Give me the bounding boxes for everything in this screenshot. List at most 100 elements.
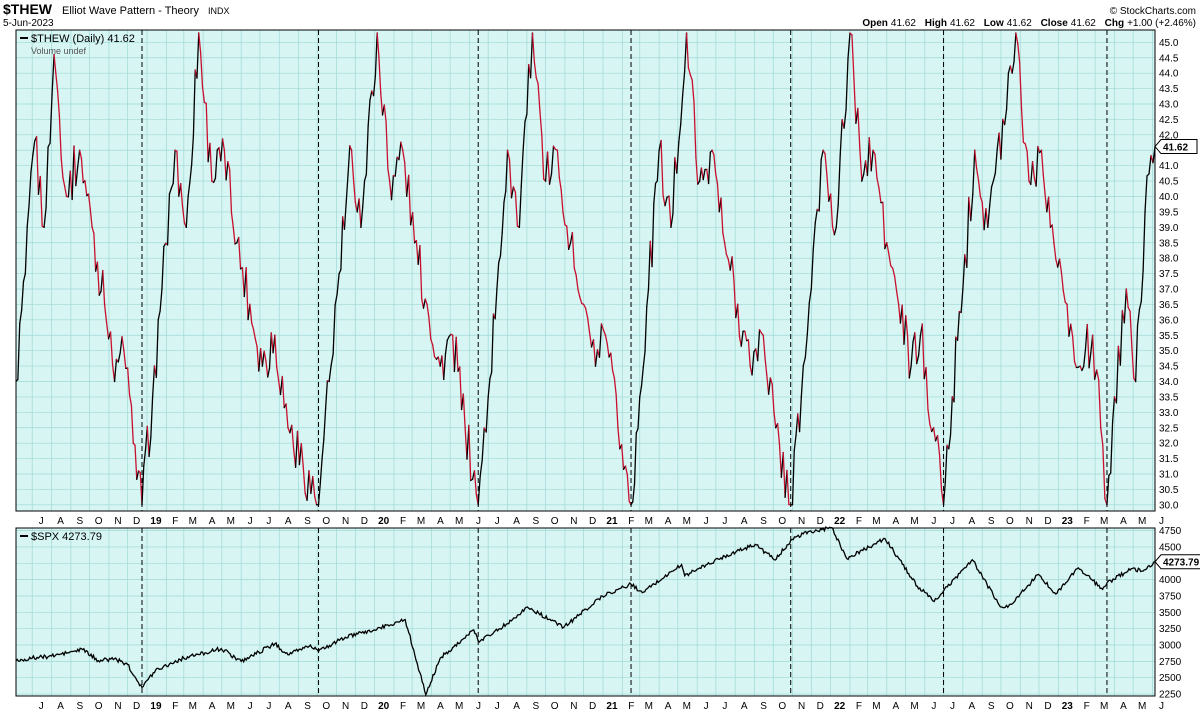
spx-line bbox=[15, 526, 1156, 697]
x-month-label: F bbox=[400, 516, 406, 527]
y-tick-label: 32.0 bbox=[1159, 439, 1179, 450]
price-segment bbox=[802, 356, 806, 367]
price-segment bbox=[870, 149, 874, 172]
price-segment bbox=[637, 396, 641, 430]
price-segment bbox=[1005, 72, 1010, 111]
x-month-label: M bbox=[1100, 516, 1108, 527]
y-tick-label: 37.0 bbox=[1159, 285, 1179, 296]
x-month-label: F bbox=[856, 516, 862, 527]
price-segment bbox=[956, 310, 960, 341]
price-segment bbox=[281, 375, 285, 409]
price-segment bbox=[296, 430, 301, 466]
price-segment bbox=[330, 353, 334, 367]
price-segment bbox=[192, 69, 196, 137]
price-segment bbox=[972, 149, 976, 196]
y-tick-label: 2750 bbox=[1159, 657, 1182, 668]
price-segment bbox=[64, 185, 68, 198]
x-month-label: A bbox=[285, 516, 292, 527]
price-segment bbox=[707, 151, 711, 185]
x-month-label: M bbox=[910, 516, 918, 527]
x-month-label: S bbox=[988, 516, 995, 527]
price-segment bbox=[166, 193, 171, 246]
price-segment bbox=[252, 328, 256, 340]
price-segment bbox=[148, 436, 152, 458]
x-month-label: A bbox=[969, 516, 976, 527]
exchange-label: INDX bbox=[208, 6, 230, 16]
price-segment bbox=[983, 208, 987, 231]
price-segment bbox=[562, 212, 566, 226]
price-segment bbox=[592, 339, 597, 367]
price-segment bbox=[291, 424, 295, 451]
x-month-label: D bbox=[589, 701, 596, 712]
price-segment bbox=[1083, 348, 1087, 368]
price-segment bbox=[49, 93, 53, 144]
price-segment bbox=[227, 160, 231, 171]
price-segment bbox=[340, 216, 344, 271]
price-segment bbox=[468, 424, 472, 482]
price-segment bbox=[702, 168, 706, 181]
x-month-label: J bbox=[495, 701, 500, 712]
price-segment bbox=[443, 352, 447, 381]
price-segment bbox=[87, 193, 91, 211]
price-segment bbox=[159, 288, 163, 312]
x-month-label: J bbox=[266, 516, 271, 527]
price-segment bbox=[820, 149, 824, 161]
price-segment bbox=[229, 169, 233, 214]
x-month-label: O bbox=[551, 516, 559, 527]
price-segment bbox=[901, 304, 905, 345]
price-segment bbox=[687, 67, 691, 76]
price-segment bbox=[905, 315, 909, 337]
price-segment bbox=[358, 198, 362, 228]
high-label: High bbox=[925, 18, 947, 29]
price-segment bbox=[925, 367, 929, 410]
x-year-label: 22 bbox=[834, 516, 846, 527]
x-month-label: A bbox=[741, 701, 748, 712]
price-segment bbox=[473, 470, 477, 496]
price-segment bbox=[430, 338, 434, 346]
price-segment bbox=[161, 245, 165, 290]
price-segment bbox=[267, 367, 271, 378]
price-segment bbox=[24, 225, 28, 275]
x-month-label: J bbox=[266, 701, 271, 712]
price-segment bbox=[394, 156, 398, 177]
x-month-label: N bbox=[342, 516, 349, 527]
price-segment bbox=[769, 377, 773, 385]
price-segment bbox=[910, 341, 914, 367]
x-month-label: F bbox=[628, 701, 634, 712]
price-segment bbox=[93, 232, 97, 272]
price-segment bbox=[514, 191, 519, 227]
x-month-label: O bbox=[1006, 516, 1014, 527]
price-segment bbox=[53, 54, 57, 74]
price-segment bbox=[571, 231, 575, 269]
price-segment bbox=[261, 350, 265, 367]
price-segment bbox=[1015, 32, 1019, 45]
price-segment bbox=[127, 367, 131, 396]
price-segment bbox=[26, 203, 30, 228]
price-segment bbox=[369, 90, 373, 101]
price-segment bbox=[201, 86, 206, 104]
price-segment bbox=[494, 288, 498, 320]
price-segment bbox=[1100, 427, 1104, 446]
price-segment bbox=[822, 149, 826, 155]
price-segment bbox=[676, 142, 680, 174]
price-segment bbox=[744, 330, 748, 342]
price-segment bbox=[633, 432, 637, 485]
x-month-label: N bbox=[1026, 516, 1033, 527]
price-segment bbox=[170, 182, 174, 190]
x-month-label: M bbox=[910, 701, 918, 712]
price-segment bbox=[1004, 109, 1008, 126]
price-segment bbox=[1020, 107, 1025, 143]
price-segment bbox=[866, 137, 870, 177]
x-month-label: D bbox=[1044, 701, 1051, 712]
price-segment bbox=[505, 149, 509, 192]
y-tick-label: 41.0 bbox=[1159, 161, 1179, 172]
x-month-label: D bbox=[361, 516, 368, 527]
price-segment bbox=[1110, 421, 1114, 474]
price-segment bbox=[678, 123, 682, 144]
price-segment bbox=[994, 148, 998, 174]
y-tick-label: 3500 bbox=[1159, 608, 1182, 619]
price-segment bbox=[847, 32, 851, 59]
close-label: Close bbox=[1041, 18, 1069, 29]
y-tick-label: 30.5 bbox=[1159, 485, 1179, 496]
